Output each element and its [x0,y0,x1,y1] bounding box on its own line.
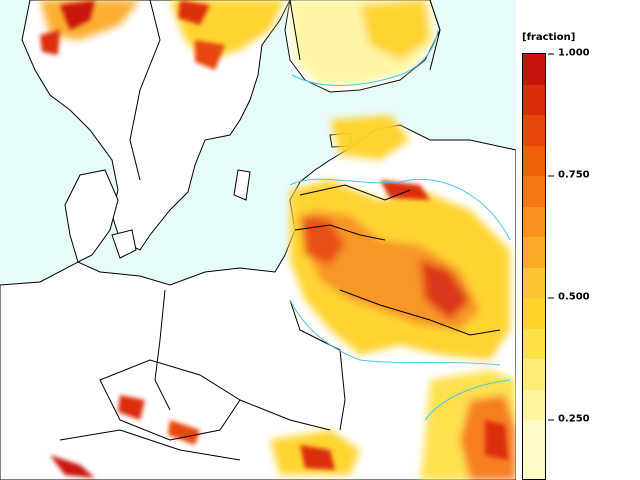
alps-streak-1 [50,455,95,478]
legend-tick-label: 1.000 [548,47,590,59]
sweden-mid [195,40,225,70]
belarus-border [339,289,501,336]
estonia-field [330,115,410,160]
latvia-streak [380,180,430,200]
alps-streak-2 [118,395,145,420]
legend-segment [523,359,545,390]
fraction-contours [289,29,511,421]
legend-segment [523,267,545,298]
slovakia-border [239,399,331,431]
czech-border [99,359,241,441]
map-canvas [0,0,516,480]
legend-segment [523,237,545,268]
legend-segment [523,145,545,176]
contour-baltic [289,178,511,241]
legend-title: [fraction] [522,32,576,43]
borders [59,0,501,461]
norway-peak-2 [40,30,60,55]
denmark-land [64,169,119,263]
carpathian-peak [300,445,335,470]
fraction-shading [40,0,516,480]
contour-finland [291,29,439,86]
danish-island [111,229,137,259]
sweden-finland-border [289,0,301,61]
germany-poland-border [154,289,171,411]
lithuania-border [294,224,386,241]
poland-east-border [289,299,346,431]
color-legend: [fraction] 1.000 0.750 0.500 0.250 [516,0,640,480]
sweden-norway-border [129,0,161,181]
map-panel [0,0,516,480]
contour-poland [289,299,501,366]
legend-segment [523,298,545,329]
finland-east [360,0,430,60]
ukraine-peak [485,420,508,460]
legend-tick-label: 0.250 [548,413,590,425]
legend-tick-label: 0.500 [548,291,590,303]
scandinavia-land [21,0,291,251]
czech-streak [168,420,200,445]
legend-segment [523,84,545,115]
belarus-hotspot [420,260,470,320]
norway-peak [60,0,95,30]
legend-segment [523,115,545,146]
austria-border [59,429,241,461]
sweden-peak [178,0,210,25]
latvia-border [299,184,411,201]
legend-segment [523,54,545,85]
legend-tick-label: 0.750 [548,169,590,181]
legend-segment [523,389,545,420]
finland-russia-border [429,0,441,71]
legend-segment [523,176,545,207]
legend-color-bar [522,53,546,480]
legend-segment [523,420,545,479]
legend-segment [523,206,545,237]
legend-segment [523,328,545,359]
contour-ukraine [424,379,511,421]
gotland-island [233,169,251,201]
